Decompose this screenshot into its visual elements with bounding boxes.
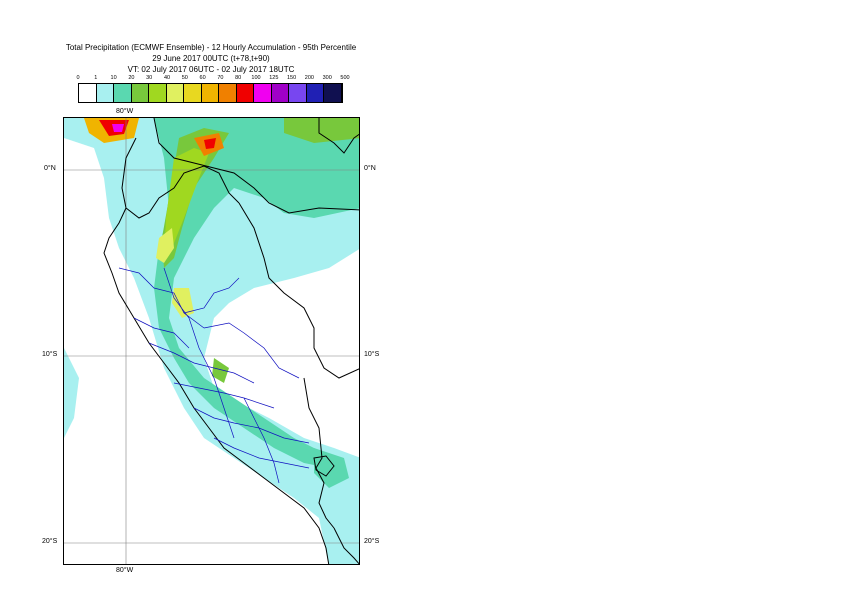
region-boundary xyxy=(133,317,190,349)
legend-swatch xyxy=(166,84,184,102)
legend-swatch xyxy=(79,84,97,102)
border-chile xyxy=(333,527,359,564)
legend-threshold-label: 0 xyxy=(76,75,80,81)
region-boundary xyxy=(173,382,275,409)
border-colombia-peru xyxy=(153,118,359,214)
legend-threshold-label: 50 xyxy=(181,75,188,81)
map-valid-time: VT: 02 July 2017 06UTC - 02 July 2017 18… xyxy=(127,65,295,74)
legend-threshold-label: 70 xyxy=(217,75,224,81)
border-ecuador-peru xyxy=(125,165,240,219)
region-boundary xyxy=(163,267,235,439)
legend-swatch xyxy=(324,84,342,102)
region-boundary xyxy=(148,342,255,384)
precipitation-field xyxy=(64,118,359,564)
legend-threshold-label: 200 xyxy=(304,75,314,81)
map-title: Total Precipitation (ECMWF Ensemble) - 1… xyxy=(65,43,357,52)
legend-swatch xyxy=(254,84,272,102)
regional-boundaries xyxy=(118,267,310,484)
border-brazil-peru xyxy=(238,202,359,379)
region-boundary xyxy=(183,277,240,314)
lon-label-top: 80°W xyxy=(116,108,134,115)
lat-label-left-10s: 10°S xyxy=(42,351,58,358)
legend-threshold-label: 500 xyxy=(340,75,350,81)
precip-yellow-green xyxy=(164,148,209,258)
legend-threshold-label: 1 xyxy=(94,75,98,81)
lat-label-right-10s: 10°S xyxy=(364,351,380,358)
precip-green-region xyxy=(154,118,359,468)
legend-swatch xyxy=(184,84,202,102)
legend-swatch xyxy=(96,84,114,102)
country-borders xyxy=(103,118,359,564)
precip-light-region-2 xyxy=(64,348,79,438)
region-boundary xyxy=(203,322,300,379)
legend-swatch xyxy=(114,84,132,102)
precip-nw-magenta xyxy=(112,124,124,132)
legend-swatch xyxy=(219,84,237,102)
legend-threshold-label: 100 xyxy=(251,75,261,81)
legend-threshold-label: 10 xyxy=(110,75,117,81)
precipitation-map xyxy=(63,117,360,565)
legend-threshold-label: 40 xyxy=(163,75,171,81)
legend-threshold-label: 30 xyxy=(146,75,153,81)
border-venezuela xyxy=(318,118,359,154)
legend-swatch xyxy=(289,84,307,102)
legend-swatch xyxy=(149,84,167,102)
region-boundary xyxy=(213,437,310,469)
map-svg xyxy=(64,118,359,564)
coastline xyxy=(103,137,330,564)
lon-label-bottom: 80°W xyxy=(116,567,134,574)
graticule xyxy=(64,118,359,564)
precip-yellow-band xyxy=(156,228,194,318)
lat-label-left-0: 0°N xyxy=(44,165,56,172)
lat-label-right-0: 0°N xyxy=(364,165,376,172)
map-run-time: 29 June 2017 00UTC (t+78,t+90) xyxy=(152,54,270,63)
legend-swatch xyxy=(306,84,324,102)
legend-threshold-label: 150 xyxy=(287,75,297,81)
legend-swatch xyxy=(271,84,289,102)
precip-south-blob xyxy=(314,448,349,488)
lat-label-right-20s: 20°S xyxy=(364,538,380,545)
legend-threshold-label: 125 xyxy=(269,75,279,81)
region-boundary xyxy=(243,397,280,484)
legend-swatch xyxy=(236,84,254,102)
legend-swatch xyxy=(131,84,149,102)
legend-threshold-label: 80 xyxy=(235,75,242,81)
legend-swatch xyxy=(201,84,219,102)
legend-labels: 0 1 10 20 30 40 50 60 70 80 100 125 150 200 300 500 xyxy=(0,75,842,85)
lake-titicaca xyxy=(313,455,335,477)
precip-ne-red xyxy=(204,138,216,149)
legend-threshold-label: 300 xyxy=(322,75,332,81)
legend-threshold-label: 60 xyxy=(199,75,206,81)
color-legend xyxy=(78,83,343,103)
region-boundary xyxy=(193,407,310,444)
legend-threshold-label: 20 xyxy=(128,75,135,81)
lat-label-left-20s: 20°S xyxy=(42,538,58,545)
